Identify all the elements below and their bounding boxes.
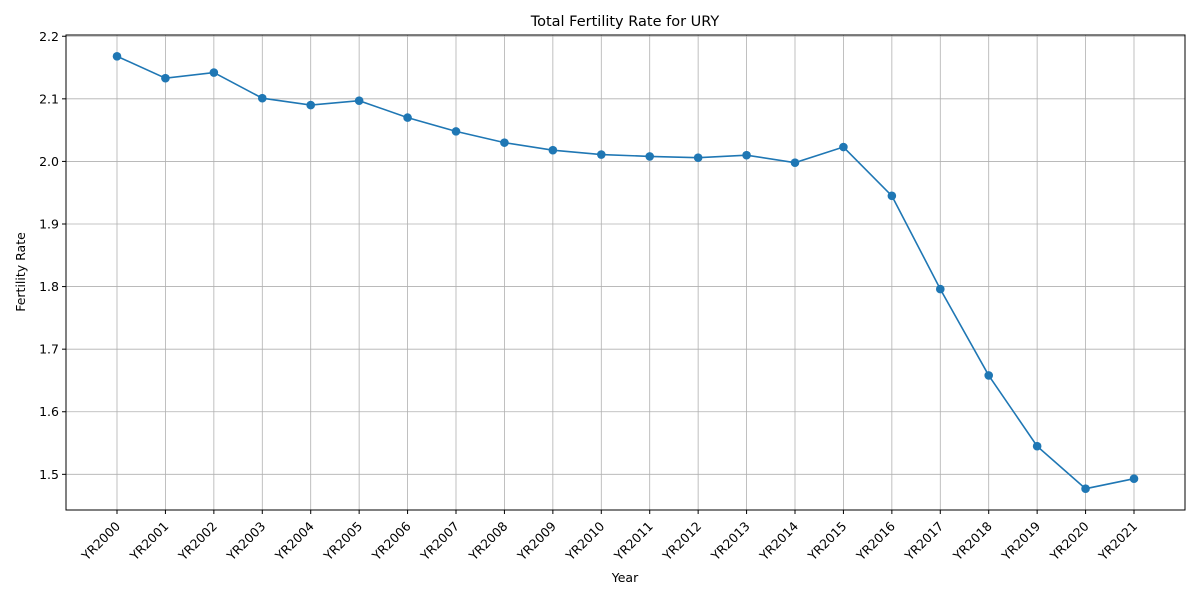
plot-frame	[65, 34, 1186, 511]
series-line	[116, 55, 1135, 490]
chart-title: Total Fertility Rate for URY	[530, 14, 720, 30]
x-axis-label: Year	[611, 570, 639, 585]
x-tick-label: YR2014	[756, 518, 801, 563]
data-point	[306, 100, 316, 110]
x-tick-label: YR2019	[998, 518, 1043, 563]
data-point	[790, 158, 800, 167]
x-tick-label: YR2003	[223, 519, 268, 564]
data-point	[984, 371, 994, 380]
data-point	[548, 145, 558, 155]
y-tick-label: 2.2	[39, 29, 59, 44]
x-tick-label: YR2005	[320, 519, 365, 564]
grid	[66, 35, 1185, 510]
data-point	[161, 73, 170, 83]
data-point	[112, 51, 122, 61]
series-layer	[112, 51, 1139, 494]
y-tick-label: 1.9	[39, 216, 59, 231]
data-point	[596, 150, 606, 159]
data-point	[1032, 441, 1042, 451]
x-tick-label: YR2011	[610, 519, 655, 564]
data-point	[209, 68, 219, 77]
x-tick-label: YR2015	[804, 519, 849, 564]
data-point	[257, 93, 267, 103]
data-point	[500, 138, 509, 147]
x-tick-label: YR2006	[368, 518, 413, 563]
x-tick-label: YR2016	[853, 518, 898, 563]
x-tick-label: YR2012	[659, 519, 704, 564]
y-tick-label: 1.7	[39, 342, 59, 357]
data-point	[1129, 474, 1139, 484]
y-tick-label: 1.8	[39, 279, 59, 294]
x-tick-label: YR2001	[126, 519, 171, 564]
axes: YR2000 YR2001 YR2002 YR2003 YR2004 YR2005 YR20…	[39, 29, 1186, 564]
y-axis-label: Fertility Rate	[13, 232, 28, 312]
x-tick-label: YR2013	[707, 519, 752, 564]
x-tick-label: YR2007	[417, 519, 462, 564]
data-point	[693, 153, 703, 162]
y-tick-label: 1.5	[39, 467, 59, 482]
x-tick-label: YR2017	[901, 519, 946, 564]
x-tick-label: YR2002	[175, 519, 220, 564]
x-tick-label: YR2008	[465, 518, 510, 563]
x-tick-label: YR2020	[1046, 518, 1091, 563]
data-point	[742, 150, 751, 160]
y-tick-label: 2.0	[39, 154, 59, 169]
data-point	[645, 152, 655, 161]
x-tick-label: YR2010	[562, 518, 607, 563]
x-tick-label: YR2018	[949, 518, 994, 563]
x-tick-label: YR2021	[1095, 519, 1140, 564]
data-point	[1081, 484, 1090, 494]
x-tick-label: YR2004	[271, 518, 316, 563]
data-point	[354, 96, 364, 106]
x-tick-label: YR2009	[514, 518, 559, 563]
y-tick-label: 1.6	[39, 404, 59, 419]
data-point	[935, 284, 945, 294]
data-point	[403, 113, 412, 122]
x-tick-label: YR2000	[78, 518, 123, 563]
data-point	[451, 127, 461, 136]
data-point	[887, 191, 897, 201]
y-tick-label: 2.1	[39, 91, 59, 106]
data-point	[839, 142, 848, 152]
